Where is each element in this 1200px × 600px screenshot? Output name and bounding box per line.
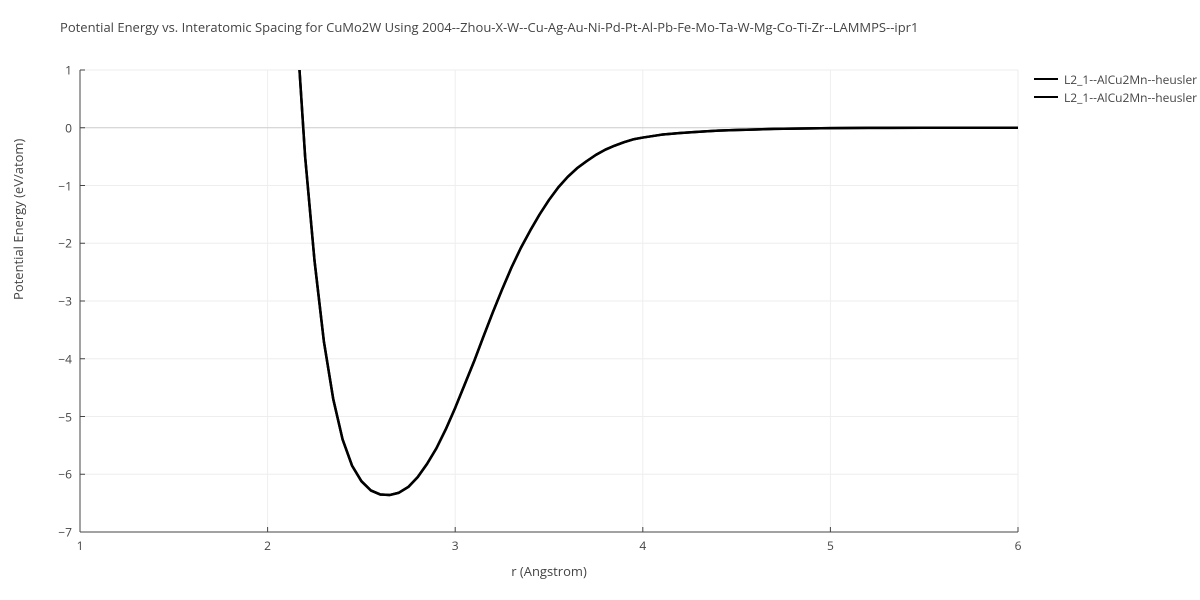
y-tick-label: −6: [58, 466, 72, 483]
plot-area[interactable]: [80, 70, 1018, 532]
x-tick-label: 5: [827, 537, 834, 554]
chart-container: Potential Energy vs. Interatomic Spacing…: [0, 0, 1200, 600]
plot-svg: [80, 70, 1018, 532]
legend-swatch: [1034, 78, 1058, 80]
x-tick-label: 3: [452, 537, 459, 554]
y-tick-label: −7: [58, 524, 72, 541]
x-tick-label: 2: [264, 537, 271, 554]
legend-item[interactable]: L2_1--AlCu2Mn--heusler: [1034, 88, 1197, 106]
y-tick-label: −4: [58, 350, 72, 367]
legend-item[interactable]: L2_1--AlCu2Mn--heusler: [1034, 70, 1197, 88]
x-tick-label: 4: [639, 537, 646, 554]
chart-title: Potential Energy vs. Interatomic Spacing…: [60, 18, 918, 36]
x-tick-label: 1: [77, 537, 84, 554]
x-tick-label: 6: [1015, 537, 1022, 554]
legend-swatch: [1034, 96, 1058, 98]
x-axis-label: r (Angstrom): [511, 562, 587, 580]
legend-label: L2_1--AlCu2Mn--heusler: [1064, 71, 1197, 88]
legend-label: L2_1--AlCu2Mn--heusler: [1064, 89, 1197, 106]
legend[interactable]: L2_1--AlCu2Mn--heuslerL2_1--AlCu2Mn--heu…: [1034, 70, 1197, 106]
y-tick-label: −1: [58, 177, 72, 194]
y-tick-label: −5: [58, 408, 72, 425]
y-tick-label: −3: [58, 293, 72, 310]
y-tick-label: −2: [58, 235, 72, 252]
y-tick-label: 0: [65, 119, 72, 136]
y-axis-label: Potential Energy (eV/atom): [9, 139, 27, 300]
y-tick-label: 1: [65, 62, 72, 79]
